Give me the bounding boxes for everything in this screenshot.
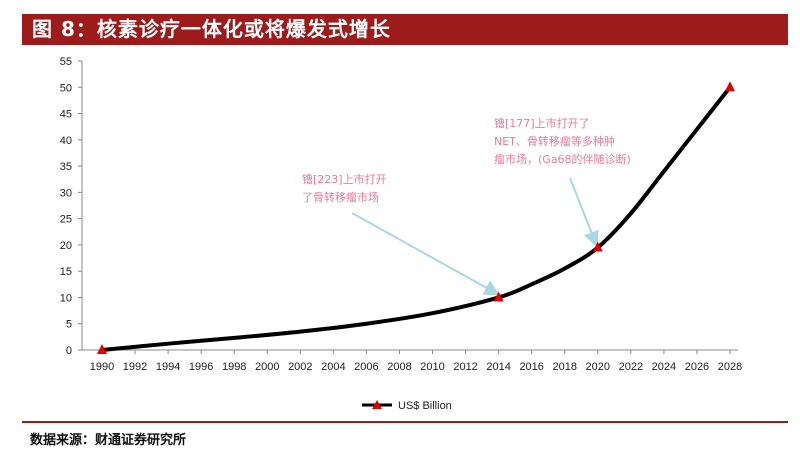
y-tick-label: 45	[60, 109, 72, 121]
figure-title: 图 8：核素诊疗一体化或将爆发式增长	[22, 14, 788, 45]
y-tick-label: 5	[66, 319, 72, 331]
x-tick-label: 2006	[354, 361, 378, 373]
annotation-line: NET、骨转移瘤等多种肿	[494, 135, 615, 148]
y-tick-label: 10	[60, 292, 72, 304]
annotation-arrow	[351, 212, 501, 296]
x-tick-label: 2010	[420, 361, 444, 373]
annotation-lu177: 镥[177]上市打开了 NET、骨转移瘤等多种肿 瘤市场，(Ga68的伴随诊断)	[494, 115, 631, 169]
y-tick-label: 50	[60, 82, 72, 94]
x-tick-label: 2022	[619, 361, 643, 373]
y-tick-label: 15	[60, 266, 72, 278]
x-tick-label: 2004	[321, 361, 345, 373]
x-tick-label: 2024	[652, 361, 676, 373]
data-point-marker	[97, 344, 107, 354]
data-source: 数据来源：财通证券研究所	[30, 433, 187, 448]
annotation-line: 瘤市场，(Ga68的伴随诊断)	[494, 153, 631, 166]
x-tick-label: 2014	[486, 361, 510, 373]
annotation-lu223: 镥[223]上市打开 了骨转移瘤市场	[302, 171, 387, 207]
x-tick-label: 2018	[552, 361, 576, 373]
y-tick-label: 55	[60, 56, 72, 68]
legend: US$ Billion	[362, 400, 452, 412]
x-tick-label: 2000	[255, 361, 279, 373]
annotation-line: 镥[223]上市打开	[302, 173, 387, 186]
footer-divider	[22, 421, 788, 423]
y-tick-label: 0	[66, 345, 72, 357]
x-tick-label: 2026	[685, 361, 709, 373]
annotation-arrow	[569, 177, 599, 248]
x-tick-label: 2028	[718, 361, 742, 373]
y-tick-label: 35	[60, 161, 72, 173]
axes	[81, 61, 738, 351]
x-tick-label: 2002	[288, 361, 312, 373]
annotation-line: 了骨转移瘤市场	[302, 191, 379, 204]
x-tick-label: 2012	[453, 361, 477, 373]
legend-label: US$ Billion	[398, 400, 452, 412]
x-tick-label: 1990	[90, 361, 114, 373]
series-line	[100, 85, 732, 352]
y-axis-ticks: 0 5 10 15 20 25 30 35 40 45 50 55	[60, 56, 82, 357]
x-axis-ticks: 1990 1992 1994 1996 1998 2000 2002 2004 2006 2008…	[90, 350, 742, 373]
annotation-line: 镥[177]上市打开了	[494, 117, 590, 130]
y-tick-label: 30	[60, 187, 72, 199]
annotation-arrows	[351, 177, 599, 296]
x-tick-label: 1994	[156, 361, 180, 373]
x-tick-label: 1996	[189, 361, 213, 373]
x-tick-label: 1998	[222, 361, 246, 373]
data-point-marker	[592, 241, 603, 252]
data-point-marker	[725, 81, 735, 92]
x-tick-label: 1992	[123, 361, 147, 373]
x-tick-label: 2008	[387, 361, 411, 373]
series-group	[97, 81, 735, 354]
y-tick-label: 20	[60, 240, 72, 252]
y-tick-label: 25	[60, 214, 72, 226]
y-tick-label: 40	[60, 135, 72, 147]
x-tick-label: 2016	[519, 361, 543, 373]
x-tick-label: 2020	[586, 361, 610, 373]
legend-marker-swatch	[372, 400, 382, 409]
data-point-marker	[493, 291, 504, 302]
